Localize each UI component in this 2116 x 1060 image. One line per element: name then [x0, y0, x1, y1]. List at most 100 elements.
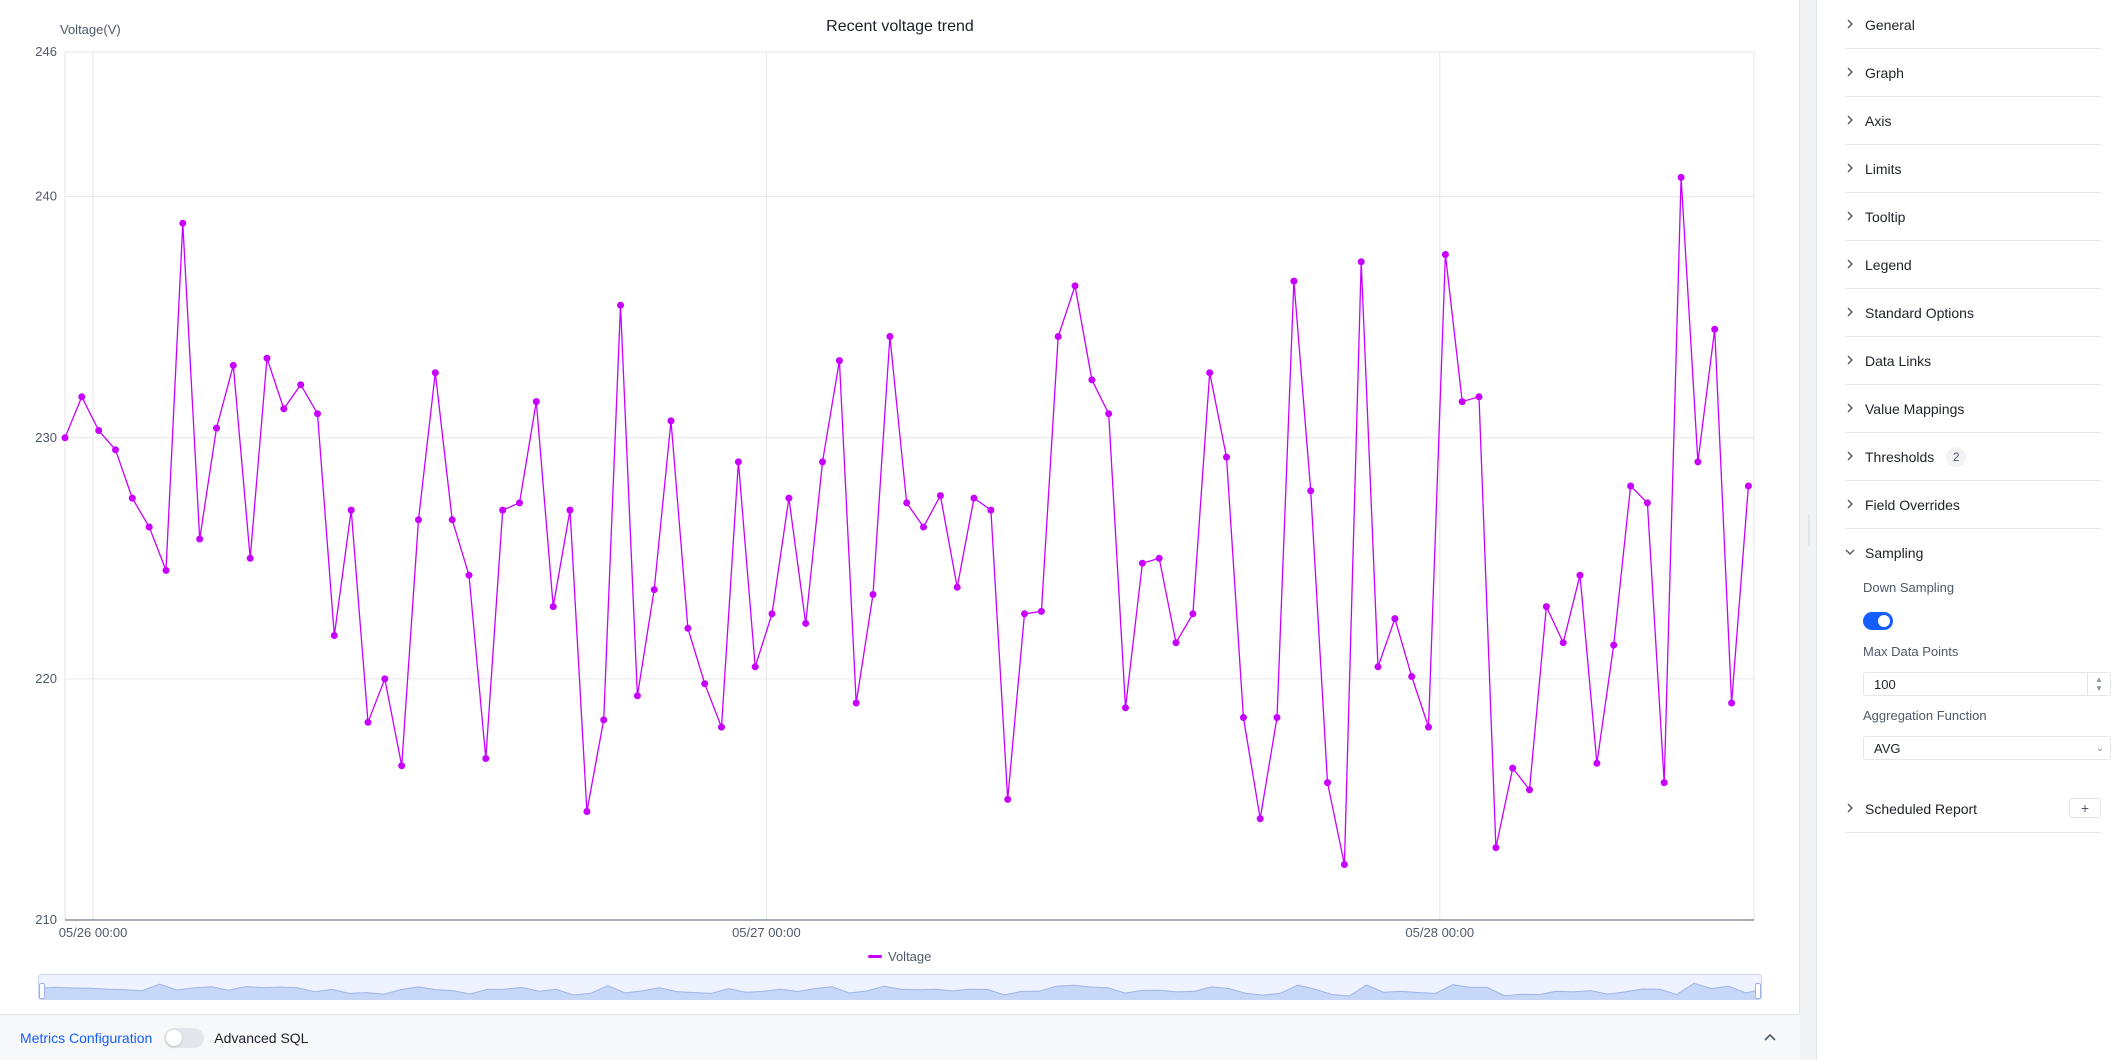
section-axis[interactable]: Axis — [1845, 97, 2101, 145]
section-label: Tooltip — [1865, 208, 1906, 225]
metrics-configuration-link[interactable]: Metrics Configuration — [20, 1029, 153, 1046]
section-limits[interactable]: Limits — [1845, 145, 2101, 193]
plus-icon: + — [2080, 800, 2090, 816]
section-label: Axis — [1865, 112, 1892, 129]
max-data-points-value: 100 — [1874, 676, 1896, 692]
section-label: Standard Options — [1865, 304, 1974, 321]
chevron-right-icon — [1845, 306, 1859, 320]
chevron-right-icon — [1845, 402, 1859, 416]
number-stepper[interactable]: ▲ ▼ — [2087, 673, 2110, 695]
data-point — [1694, 458, 1702, 466]
advanced-sql-label: Advanced SQL — [214, 1029, 309, 1046]
data-point — [1660, 779, 1668, 787]
zoom-handle-right[interactable] — [1755, 983, 1761, 999]
data-point — [347, 506, 355, 514]
zoom-preview-area — [39, 982, 1761, 999]
data-point — [583, 808, 591, 815]
caret-up-icon[interactable]: ▲ — [2095, 675, 2103, 684]
data-point — [1593, 759, 1601, 767]
data-point — [1273, 714, 1281, 721]
data-point — [1054, 333, 1062, 340]
caret-down-icon[interactable]: ▼ — [2095, 684, 2103, 693]
data-point — [1475, 393, 1483, 401]
data-point — [229, 361, 237, 369]
aggregation-function-label: Aggregation Function — [1863, 708, 1987, 723]
chevron-right-icon — [1845, 802, 1859, 816]
chevron-right-icon — [1845, 354, 1859, 368]
data-point — [1004, 795, 1012, 803]
data-point — [1610, 641, 1618, 649]
data-point — [1643, 499, 1651, 507]
down-sampling-toggle[interactable] — [1863, 612, 1893, 630]
max-data-points-label: Max Data Points — [1863, 644, 1959, 659]
data-point — [1711, 325, 1719, 333]
data-point — [1559, 639, 1567, 647]
data-point — [718, 723, 725, 731]
data-point — [179, 219, 187, 227]
data-point — [516, 499, 523, 507]
section-standard-options[interactable]: Standard Options — [1845, 289, 2101, 337]
panel-splitter[interactable] — [1808, 514, 1810, 546]
settings-panel: General Graph Axis Limits Tooltip Legend Stand… — [1816, 0, 2116, 1060]
data-point — [330, 632, 338, 639]
section-label: Field Overrides — [1865, 496, 1960, 513]
section-label: Graph — [1865, 64, 1904, 81]
data-point — [886, 333, 894, 340]
section-tooltip[interactable]: Tooltip — [1845, 193, 2101, 241]
data-point — [785, 494, 793, 502]
section-label: Scheduled Report — [1865, 800, 1978, 817]
section-label: Limits — [1865, 160, 1902, 177]
data-point — [1189, 610, 1197, 618]
data-point — [145, 523, 153, 531]
data-point — [987, 506, 995, 514]
section-field-overrides[interactable]: Field Overrides — [1845, 481, 2101, 529]
section-sampling[interactable]: Sampling — [1845, 529, 2101, 577]
data-point — [1324, 779, 1331, 787]
section-label: Legend — [1865, 256, 1912, 273]
section-legend[interactable]: Legend — [1845, 241, 2101, 289]
collapse-panel-button[interactable] — [1760, 1027, 1780, 1047]
add-scheduled-report-button[interactable]: + — [2069, 798, 2101, 818]
aggregation-function-select[interactable]: AVG ⌄ — [1863, 736, 2111, 760]
data-point — [1357, 258, 1365, 266]
section-value-mappings[interactable]: Value Mappings — [1845, 385, 2101, 433]
section-general[interactable]: General — [1845, 1, 2101, 49]
section-label: Data Links — [1865, 352, 1932, 369]
data-point — [112, 446, 119, 454]
data-point — [1542, 603, 1550, 611]
max-data-points-input[interactable]: 100 ▲ ▼ — [1863, 672, 2111, 696]
section-data-links[interactable]: Data Links — [1845, 337, 2101, 385]
section-label: Value Mappings — [1865, 400, 1965, 417]
zoom-slider[interactable] — [38, 974, 1762, 1000]
chart-legend[interactable]: Voltage — [868, 949, 931, 964]
data-point — [431, 369, 439, 377]
section-graph[interactable]: Graph — [1845, 49, 2101, 97]
data-point — [1509, 764, 1517, 772]
data-point — [78, 393, 86, 401]
data-point — [499, 506, 507, 514]
data-point — [1458, 398, 1466, 406]
data-point — [852, 699, 860, 707]
data-point — [1374, 663, 1382, 671]
voltage-line-chart[interactable]: 210 220 230 240 246 05/26 00:00 05/27 00:00 05/… — [0, 0, 1800, 960]
toggle-knob — [1878, 615, 1890, 627]
data-point — [1728, 699, 1736, 707]
section-label: General — [1865, 16, 1915, 33]
data-point — [1256, 815, 1264, 823]
data-point — [970, 494, 978, 502]
data-point — [734, 458, 742, 466]
data-point — [1391, 615, 1399, 623]
advanced-sql-toggle[interactable] — [164, 1027, 205, 1048]
zoom-handle-left[interactable] — [39, 983, 45, 999]
chevron-right-icon — [1845, 258, 1859, 272]
data-point — [1576, 571, 1584, 579]
section-scheduled-report[interactable]: Scheduled Report + — [1845, 785, 2101, 833]
data-point — [1122, 704, 1129, 712]
data-point — [819, 458, 826, 466]
data-point — [768, 610, 776, 618]
chevron-right-icon — [1845, 498, 1859, 512]
section-thresholds[interactable]: Thresholds 2 — [1845, 433, 2101, 481]
x-tick-label: 05/26 00:00 — [59, 925, 128, 940]
y-axis-label: Voltage(V) — [60, 22, 121, 37]
section-label: Thresholds — [1865, 448, 1935, 465]
